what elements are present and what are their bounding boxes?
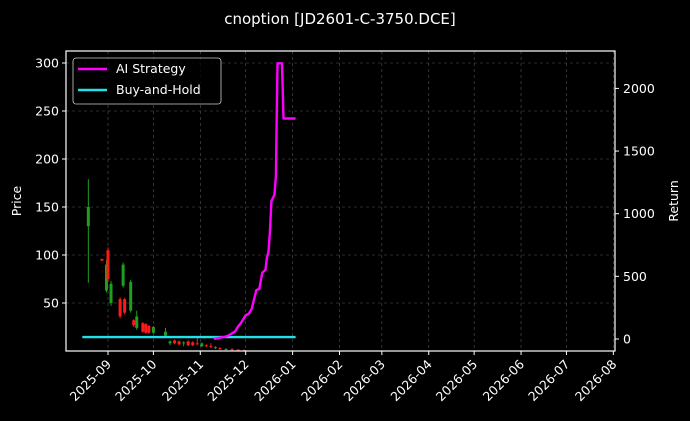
y-tick-label-right: 500 [623, 269, 647, 284]
candle-body [209, 346, 213, 348]
candlesticks [86, 179, 246, 352]
y-tick-label-left: 250 [35, 104, 59, 119]
candle-body [135, 316, 139, 328]
candle-body [121, 264, 125, 286]
y-axis-label-right: Return [666, 180, 681, 221]
candle-body [182, 342, 186, 344]
candle-body [204, 345, 208, 347]
candle-body [218, 348, 222, 350]
y-tick-label-right: 1500 [623, 144, 655, 159]
candle-body [195, 343, 199, 345]
x-tick-label: 2025-09 [67, 356, 115, 404]
y-axis-left: 50 100 150 200 250 300 [35, 56, 66, 311]
series-lines [82, 62, 296, 341]
x-tick-label: 2026-08 [572, 356, 620, 404]
candle-body [230, 349, 234, 351]
candle-body [177, 341, 181, 345]
y-axis-right: 0 500 1000 1500 2000 [615, 81, 655, 347]
x-tick-label: 2026-01 [251, 357, 299, 405]
candle-body [106, 250, 110, 279]
candle-body [86, 207, 90, 227]
candle-body [151, 327, 155, 333]
x-tick-label: 2026-06 [480, 356, 528, 404]
candle-body [118, 299, 122, 317]
candle-body [186, 341, 190, 346]
legend: AI Strategy Buy-and-Hold [72, 57, 222, 105]
candle-body [163, 331, 167, 336]
legend-label-buy-and-hold: Buy-and-Hold [116, 82, 201, 97]
plot-frame [65, 50, 616, 352]
y-tick-label-right: 0 [623, 332, 631, 347]
candle-body [144, 324, 148, 333]
y-tick-label-left: 200 [35, 152, 59, 167]
candle-body [129, 281, 133, 311]
y-tick-label-left: 100 [35, 248, 59, 263]
candle-body [147, 326, 151, 333]
x-tick-label: 2025-11 [159, 357, 207, 405]
y-tick-label-right: 1000 [623, 206, 655, 221]
x-tick-label: 2025-12 [204, 357, 252, 405]
x-tick-label: 2026-05 [433, 357, 481, 405]
x-tick-label: 2026-04 [387, 356, 435, 404]
candle-body [173, 340, 177, 344]
y-tick-label-right: 2000 [623, 81, 655, 96]
candle-body [123, 299, 127, 313]
candle-body [213, 347, 217, 349]
y-tick-label-left: 50 [43, 296, 59, 311]
candle-body [109, 283, 113, 303]
candle-body [104, 264, 108, 291]
candle-body [168, 341, 172, 344]
y-tick-label-left: 150 [35, 200, 59, 215]
x-tick-label: 2026-02 [298, 357, 346, 405]
y-tick-label-left: 300 [35, 56, 59, 71]
candle-body [224, 349, 228, 351]
candle-body [100, 258, 104, 261]
x-tick-label: 2026-07 [525, 357, 573, 405]
x-tick-label: 2026-03 [340, 357, 388, 405]
y-axis-label-left: Price [9, 185, 24, 216]
candle-body [200, 343, 204, 347]
legend-label-ai-strategy: AI Strategy [116, 61, 186, 76]
candle-body [141, 323, 145, 332]
grid-lines [66, 51, 615, 351]
series-line-ai-strategy [213, 62, 296, 341]
candle-body [236, 349, 240, 351]
chart-title: cnoption [JD2601-C-3750.DCE] [224, 10, 456, 28]
x-tick-label: 2025-10 [112, 356, 160, 404]
candle-body [132, 320, 136, 326]
candle-body [191, 342, 195, 346]
legend-box [72, 57, 222, 105]
